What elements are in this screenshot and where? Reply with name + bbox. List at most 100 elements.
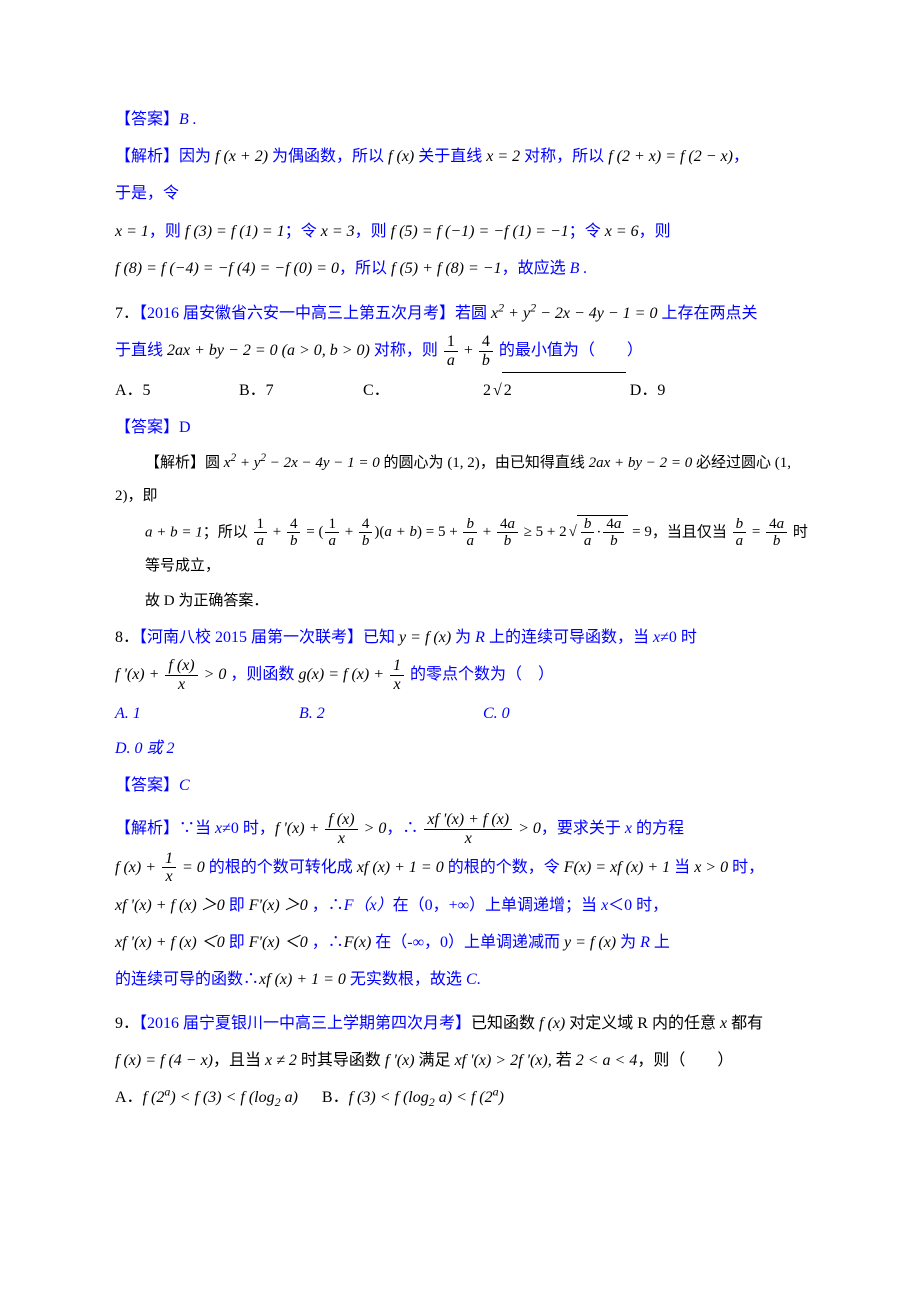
expr: f (x) + 1x = 0 <box>115 859 205 876</box>
expr: x = 1 <box>115 223 149 240</box>
opt-c: C. 0 <box>483 696 663 731</box>
t: 上 <box>650 934 670 951</box>
expr: (1, 2) <box>447 455 480 471</box>
q-source: 【2016 届安徽省六安一中高三上第五次月考】 <box>139 305 455 322</box>
t: 已知函数 <box>471 1015 539 1032</box>
t: 故 D 为正确答案． <box>145 593 268 609</box>
q-num: 8． <box>115 629 139 646</box>
q-source: 【河南八校 2015 届第一次联考】 <box>139 629 363 646</box>
solution-label: 【解析】 <box>145 455 205 471</box>
question-9-line2: f (x) = f (4 − x)，且当 x ≠ 2 时其导函数 f '(x) … <box>115 1043 820 1078</box>
solution-6-line2: 于是，令 <box>115 176 820 211</box>
expr: 22 <box>483 372 626 408</box>
t: ≠0 时 <box>660 629 697 646</box>
t: ，要求关于 <box>541 820 625 837</box>
expr: f (2a) < f (3) < f (log2 a) <box>143 1089 298 1106</box>
expr: xf '(x) + f (x) ＞0 <box>115 897 225 914</box>
question-8: 8．【河南八校 2015 届第一次联考】已知 y = f (x) 为 R 上的连… <box>115 620 820 655</box>
t: 在（0，+∞）上单调递增；当 <box>393 897 601 914</box>
expr: f '(x) + f (x)x > 0 <box>275 820 386 837</box>
t: x <box>625 820 632 837</box>
opt-a: A．5 <box>115 373 235 408</box>
t: 对称，所以 <box>520 148 608 165</box>
expr: f (5) + f (8) = −1 <box>391 260 502 277</box>
t: x <box>653 629 660 646</box>
expr: xf (x) + 1 = 0 <box>259 971 346 988</box>
t: 当 <box>670 859 694 876</box>
opt-d: D．9 <box>630 373 750 408</box>
t: 即 <box>225 934 249 951</box>
expr: x <box>720 1015 727 1032</box>
solution-8-line2: f (x) + 1x = 0 的根的个数可转化成 xf (x) + 1 = 0 … <box>115 850 820 886</box>
solution-label: 【解析】 <box>115 148 179 165</box>
solution-8-line3: xf '(x) + f (x) ＞0 即 F'(x) ＞0 ，∴F（x）在（0，… <box>115 888 820 923</box>
t: 为 <box>451 629 475 646</box>
answer-label: 【答案】 <box>115 111 179 128</box>
answer-8: 【答案】C <box>115 768 820 803</box>
answer-label: 【答案】 <box>115 419 179 436</box>
t: 即 <box>225 897 249 914</box>
solution-7-line1: 【解析】圆 x2 + y2 − 2x − 4y − 1 = 0 的圆心为 (1,… <box>115 447 820 513</box>
t: ，且当 <box>213 1052 265 1069</box>
expr: f (x) = f (4 − x) <box>115 1052 213 1069</box>
question-8-options: A. 1 B. 2 C. 0 D. 0 或 2 <box>115 696 820 766</box>
expr: xf '(x) + f (x) ＜0 <box>115 934 225 951</box>
answer-value: C <box>179 777 190 794</box>
t: ，∴ <box>308 934 344 951</box>
expr: f (x + 2) <box>215 148 268 165</box>
expr: f (x) <box>388 148 414 165</box>
solution-8-line5: 的连续可导的函数∴xf (x) + 1 = 0 无实数根，故选 C. <box>115 962 820 997</box>
expr: 2ax + by − 2 = 0 (a > 0, b > 0) <box>167 342 370 359</box>
expr: f (2 + x) = f (2 − x) <box>608 148 733 165</box>
t: 必经过圆心 <box>692 455 775 471</box>
expr: xf (x) + 1 = 0 <box>357 859 444 876</box>
t: 时其导函数 <box>297 1052 385 1069</box>
t: 圆 <box>205 455 224 471</box>
expr: xf '(x) + f (x)x > 0 <box>422 820 541 837</box>
question-7: 7．【2016 届安徽省六安一中高三上第五次月考】若圆 x2 + y2 − 2x… <box>115 296 820 331</box>
t: ，即 <box>128 488 158 504</box>
opt-a: A．f (2a) < f (3) < f (log2 a) <box>115 1089 298 1106</box>
expr: g(x) = f (x) + 1x <box>298 666 406 683</box>
expr: F(x) = xf (x) + 1 <box>564 859 670 876</box>
answer-7: 【答案】D <box>115 410 820 445</box>
t: 若 <box>552 1052 576 1069</box>
solution-8-line1: 【解析】∵当 x≠0 时，f '(x) + f (x)x > 0，∴ xf '(… <box>115 811 820 847</box>
t: 为偶函数，所以 <box>268 148 388 165</box>
question-7-line2: 于直线 2ax + by − 2 = 0 (a > 0, b > 0) 对称，则… <box>115 333 820 369</box>
expr: y = f (x) <box>564 934 616 951</box>
expr: f (3) = f (1) = 1 <box>185 223 285 240</box>
t: ，∴ <box>386 820 422 837</box>
expr: a + b = 1 <box>145 524 203 540</box>
expr: x = 3 <box>321 223 355 240</box>
t: 的零点个数为（ ） <box>406 666 554 683</box>
t: ；所以 <box>203 524 252 540</box>
expr: f (5) = f (−1) = −f (1) = −1 <box>391 223 569 240</box>
solution-label: 【解析】 <box>115 820 179 837</box>
opt-a: A. 1 <box>115 696 295 731</box>
t: 满足 <box>415 1052 455 1069</box>
expr: f '(x) <box>385 1052 415 1069</box>
t: 的根的个数可转化成 <box>205 859 357 876</box>
solution-8-line4: xf '(x) + f (x) ＜0 即 F'(x) ＜0 ，∴F(x) 在（-… <box>115 925 820 960</box>
t: ∵当 <box>179 820 215 837</box>
expr: f (8) = f (−4) = −f (4) = −f (0) = 0 <box>115 260 339 277</box>
t: ，则 <box>355 223 391 240</box>
t: 的根的个数，令 <box>444 859 564 876</box>
t: ，∴ <box>308 897 344 914</box>
t: 于是，令 <box>115 185 179 202</box>
t: 的连续可导的函数∴ <box>115 971 259 988</box>
t: 的方程 <box>632 820 684 837</box>
expr: F'(x) ＞0 <box>249 897 308 914</box>
expr: f '(x) + f (x)x > 0 <box>115 666 226 683</box>
t: ，故应选 <box>502 260 570 277</box>
t: ， <box>733 148 749 165</box>
solution-6-line1: 【解析】因为 f (x + 2) 为偶函数，所以 f (x) 关于直线 x = … <box>115 139 820 174</box>
expr: 1a + 4b <box>442 342 495 359</box>
t: 的圆心为 <box>380 455 448 471</box>
expr: xf '(x) > 2f '(x), <box>455 1052 552 1069</box>
expr: x > 0 <box>694 859 728 876</box>
expr: x ≠ 2 <box>265 1052 297 1069</box>
expr: F(x) <box>344 934 372 951</box>
question-9: 9．【2016 届宁夏银川一中高三上学期第四次月考】已知函数 f (x) 对定义… <box>115 1006 820 1041</box>
